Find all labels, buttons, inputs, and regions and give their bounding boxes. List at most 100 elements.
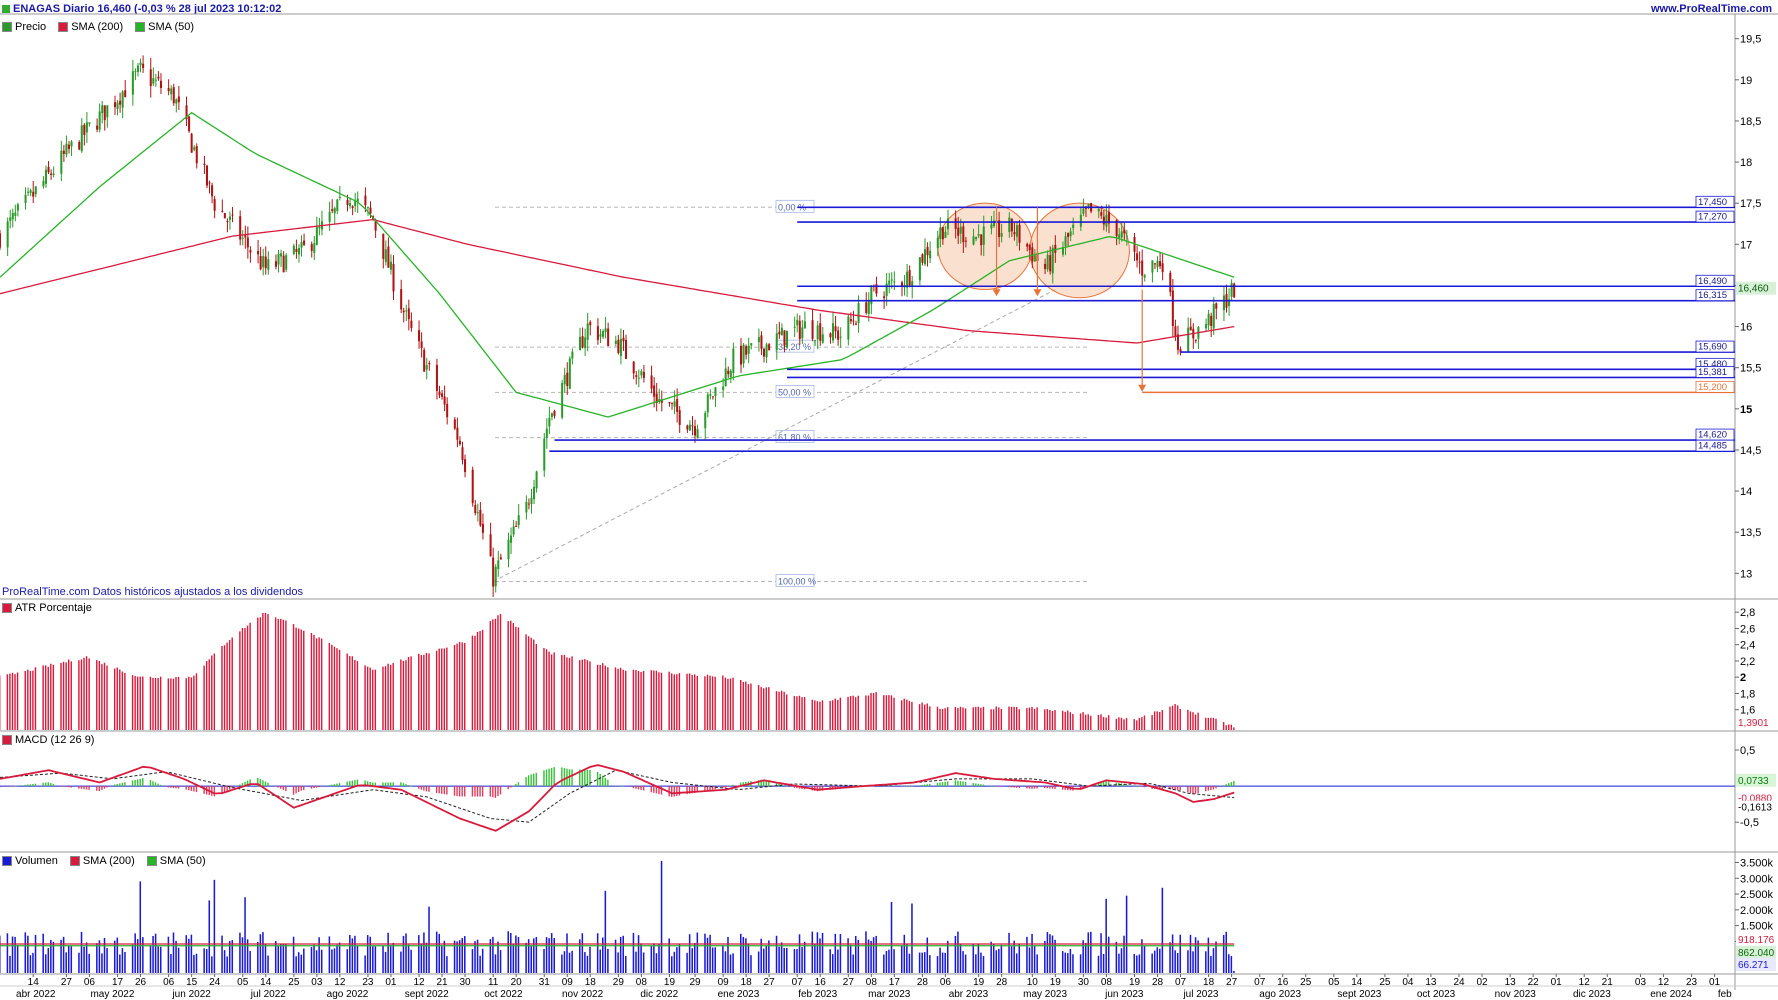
candle-body <box>1046 254 1049 270</box>
atr-bar <box>203 665 205 730</box>
volume-bar <box>369 936 372 973</box>
legend-atr[interactable]: ATR Porcentaje <box>2 602 92 614</box>
x-tick-label: 12 <box>334 977 346 988</box>
atr-bar <box>438 648 440 730</box>
atr-bar <box>998 707 1000 730</box>
y-tick-label: 13,5 <box>1740 527 1761 539</box>
candle-body <box>1044 263 1047 270</box>
candle-body <box>175 99 178 104</box>
x-month-label: nov 2022 <box>562 989 604 1000</box>
atr-bar <box>44 665 47 730</box>
fibonacci-label: 100,00 % <box>778 577 816 587</box>
volume-bar <box>903 934 906 973</box>
atr-bar <box>257 617 259 730</box>
candle-body <box>336 199 339 211</box>
candle-body <box>632 361 635 374</box>
x-month-label: dic 2022 <box>640 989 678 1000</box>
candle-body <box>655 393 658 404</box>
legend-volume-sma200[interactable]: SMA (200) <box>69 855 135 867</box>
volume-bar <box>1061 951 1064 973</box>
legend-sma50[interactable]: SMA (50) <box>135 21 194 33</box>
volume-bar <box>116 937 119 973</box>
macd-hist-bar <box>318 786 320 788</box>
volume-bar <box>696 932 699 973</box>
volume-bar <box>16 945 19 973</box>
candle-body <box>535 471 538 489</box>
legend-sma200[interactable]: SMA (200) <box>58 21 123 33</box>
candle-body <box>83 124 86 135</box>
x-tick-label: 19 <box>973 977 985 988</box>
atr-bar <box>581 659 584 730</box>
candle-body <box>285 255 288 270</box>
volume-bar <box>694 942 696 973</box>
candle-body <box>333 208 336 214</box>
legend-macd[interactable]: MACD (12 26 9) <box>2 734 94 746</box>
candle-body <box>510 535 513 543</box>
macd-hist-bar <box>885 785 888 787</box>
atr-bar <box>854 697 857 730</box>
volume-bar <box>711 947 714 973</box>
atr-bar <box>83 657 85 730</box>
macd-hist-bar <box>154 782 157 787</box>
volume-panel[interactable]: 3.500k3.000k2.500k2.000k1.500k1.000k918.… <box>0 857 1776 973</box>
price-panel[interactable]: 19,51918,51817,51716,51615,51514,51413,5… <box>0 34 1776 597</box>
legend-volume-sma50-label: SMA (50) <box>159 855 206 867</box>
macd-hist-bar <box>116 783 118 787</box>
legend-volume[interactable]: Volumen <box>2 855 58 867</box>
macd-hist-bar <box>535 772 538 787</box>
volume-bar <box>1072 954 1074 973</box>
candle-body <box>142 63 145 69</box>
site-link[interactable]: www.ProRealTime.com <box>1650 3 1772 15</box>
atr-bar <box>867 695 870 730</box>
candle-body <box>1105 214 1108 227</box>
macd-hist-bar <box>596 772 599 787</box>
macd-hist-bar <box>425 786 428 792</box>
atr-bar <box>113 668 116 730</box>
candle-body <box>239 216 242 240</box>
candle-body <box>42 180 45 187</box>
volume-bar <box>1228 954 1230 973</box>
y-tick-label: 19 <box>1740 75 1752 87</box>
atr-bar <box>724 677 727 730</box>
atr-bar <box>992 709 995 730</box>
macd-hist-bar <box>499 786 502 795</box>
macd-hist-bar <box>1044 786 1046 789</box>
candle-body <box>599 334 602 337</box>
volume-bar <box>604 890 607 973</box>
macd-histogram <box>0 767 1235 798</box>
atr-bar <box>1115 718 1118 730</box>
legend-price[interactable]: Precio <box>2 21 46 33</box>
legend-volume-sma50[interactable]: SMA (50) <box>146 855 206 867</box>
volume-bar <box>671 956 673 973</box>
x-tick-label: 14 <box>260 977 272 988</box>
candle-body <box>1107 211 1110 224</box>
macd-hist-bar <box>1125 784 1128 787</box>
volume-bar <box>510 932 512 973</box>
atr-bar <box>673 674 675 730</box>
candle-body <box>768 344 771 351</box>
volume-bar <box>44 954 47 973</box>
y-tick-label: 1.500k <box>1740 921 1774 933</box>
candle-body <box>1215 303 1218 309</box>
atr-bar <box>356 661 359 730</box>
macd-hist-bar <box>389 782 392 787</box>
candle-body <box>188 116 191 132</box>
candle-body <box>346 200 349 205</box>
macd-hist-bar <box>525 777 527 787</box>
x-month-label: jul 2022 <box>250 989 286 1000</box>
atr-bar <box>328 642 331 730</box>
atr-bar <box>67 659 70 730</box>
atr-panel[interactable]: 2,82,62,42,221,81,61,3901 <box>0 607 1776 730</box>
candle-body <box>384 249 387 262</box>
atr-bar <box>990 709 992 730</box>
volume-bar <box>1036 954 1038 973</box>
macd-hist-bar <box>369 781 371 787</box>
atr-bar <box>668 671 670 730</box>
atr-bar <box>1179 708 1181 730</box>
x-month-label: abr 2022 <box>16 989 56 1000</box>
candle-body <box>392 263 395 292</box>
macd-panel[interactable]: 0,5-0,50,0733-0,0880-0,1613 <box>0 745 1776 832</box>
macd-hist-bar <box>257 777 259 787</box>
macd-hist-bar <box>1215 786 1217 789</box>
